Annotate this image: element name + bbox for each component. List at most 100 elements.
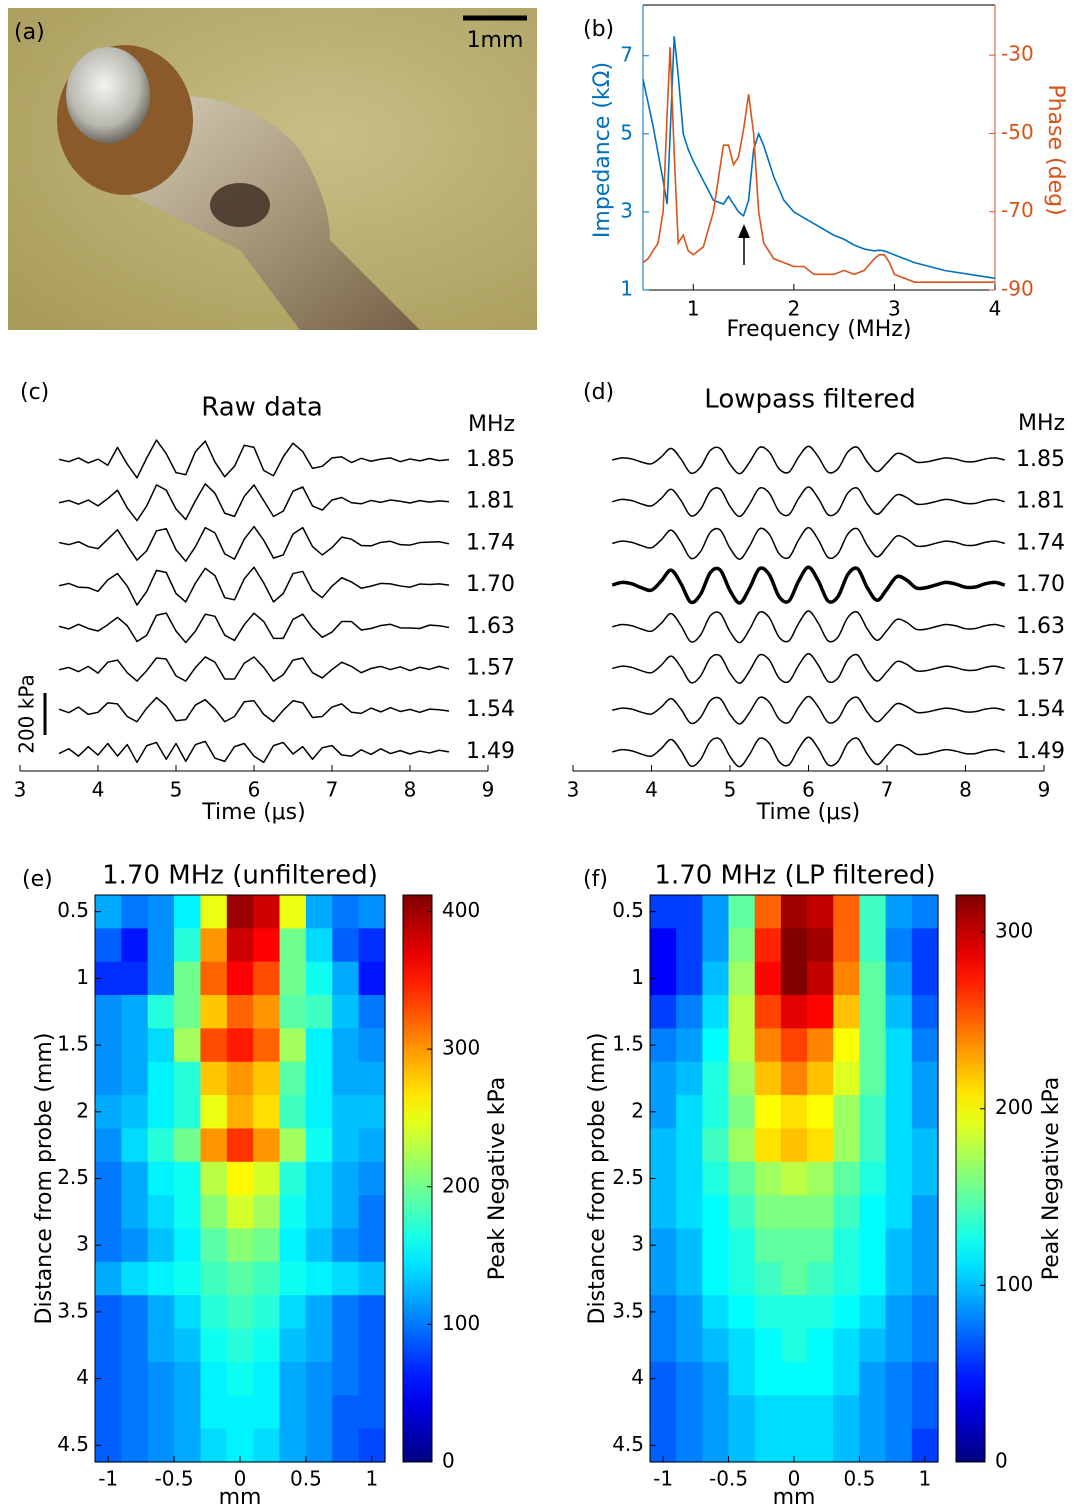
heatmap-cell [147,1228,175,1263]
y-tick-label: 3.5 [612,1298,644,1322]
heatmap-cell [174,928,202,963]
heatmap-cell [253,1328,281,1363]
colorbar-tick-label: 200 [995,1095,1033,1119]
heatmap-cell [859,1361,887,1396]
heatmap-cell [253,1295,281,1330]
x-tick-label: 3 [888,297,901,321]
heatmap-cell [754,928,782,963]
heatmap-cell [780,928,808,963]
heatmap-cell [332,1428,360,1463]
heatmap-cell [174,1195,202,1230]
heatmap-cell [911,895,939,929]
heatmap-cell [200,895,228,929]
colorbar [402,894,433,1463]
heatmap-cell [676,1295,703,1330]
trace-label: 1.54 [466,697,515,722]
heatmap-cell [807,1128,834,1163]
heatmap-cell [754,1061,782,1096]
trace-label: 1.81 [466,489,515,514]
heatmap-cell [728,1028,756,1063]
heatmap-cell [279,1261,307,1296]
heatmap-cell [859,895,887,929]
heatmap-cell [807,1261,834,1296]
heatmap-cell [332,1295,360,1330]
heatmap-cell [95,1195,122,1230]
heatmap-cell [147,895,175,929]
heatmap-cell [95,1261,122,1296]
heatmap-cell [833,1295,861,1330]
heatmap-cell [279,928,307,963]
heatmap-cell [754,995,782,1030]
heatmap-cell [702,928,730,963]
heatmap-cell [332,995,360,1030]
heatmap-cell [859,1328,887,1363]
heatmap-cell [885,1261,913,1296]
heatmap-cell [147,1128,175,1163]
heatmap-cell [885,1361,913,1396]
heatmap-cell [253,1028,281,1063]
heatmap-cell [147,1261,175,1296]
heatmap-cell [305,1361,333,1396]
heatmap-cell [885,895,913,929]
heatmap-cell [279,1228,307,1263]
x-tick-label: -0.5 [709,1467,748,1491]
heatmap-cell [702,995,730,1030]
heatmap-cell [754,1361,782,1396]
heatmap-cell [833,1095,861,1130]
heatmap-cell [833,961,861,996]
heatmap-cell [174,1161,202,1196]
heatmap-cell [305,1028,333,1063]
heatmap-cell [833,1161,861,1196]
heatmap-cell [174,1361,202,1396]
heatmap-cell [859,1295,887,1330]
panel-label: (e) [22,867,53,892]
heatmap-cell [728,1261,756,1296]
heatmap-cell [833,1328,861,1363]
x-tick-label: 1 [687,297,700,321]
heatmap-cell [226,1095,254,1130]
waveform-trace [58,656,450,682]
colorbar-tick-label: 0 [442,1449,455,1473]
heatmap-cell [911,1161,939,1196]
heatmap-cell [279,1061,307,1096]
heatmap-cell [174,961,202,996]
x-tick-label: -1 [653,1467,673,1491]
heatmap-cell [332,1395,360,1430]
heatmap-cell [332,1095,360,1130]
heatmap-cell [200,1195,228,1230]
heatmap-cell [754,1428,782,1463]
heatmap-cell [147,1428,175,1463]
waveform-trace [58,740,450,764]
heatmap-cell [200,1028,228,1063]
heatmap-cell [226,1395,254,1430]
x-tick-label: 8 [959,778,972,802]
heatmap-cell [95,995,122,1030]
heatmap-cell [200,1295,228,1330]
heatmap-cell [754,895,782,929]
heatmap-cell [358,1328,386,1363]
x-tick-label: 0.5 [290,1467,322,1491]
heatmap-cell [305,1061,333,1096]
heatmap-cell [226,1195,254,1230]
x-tick-label: 0 [234,1467,247,1491]
heatmap-cell [147,1028,175,1063]
heatmap-cell [253,961,281,996]
heatmap-cell [780,1161,808,1196]
heatmap-cell [650,928,677,963]
heatmap-cell [807,1328,834,1363]
heatmap-cell [754,1161,782,1196]
heatmap-cell [226,895,254,929]
y-tick-label: 1 [631,965,644,989]
heatmap-cell [200,961,228,996]
heatmap-cell [807,995,834,1030]
heatmap-cell [885,961,913,996]
heatmap-cell [859,1228,887,1263]
heatmap-cell [650,1395,677,1430]
heatmap-cell [885,1161,913,1196]
probe-shaft [120,94,420,330]
heatmap-cell [859,928,887,963]
heatmap-cell [305,995,333,1030]
heatmap-cell [728,895,756,929]
heatmap-cell [754,1028,782,1063]
